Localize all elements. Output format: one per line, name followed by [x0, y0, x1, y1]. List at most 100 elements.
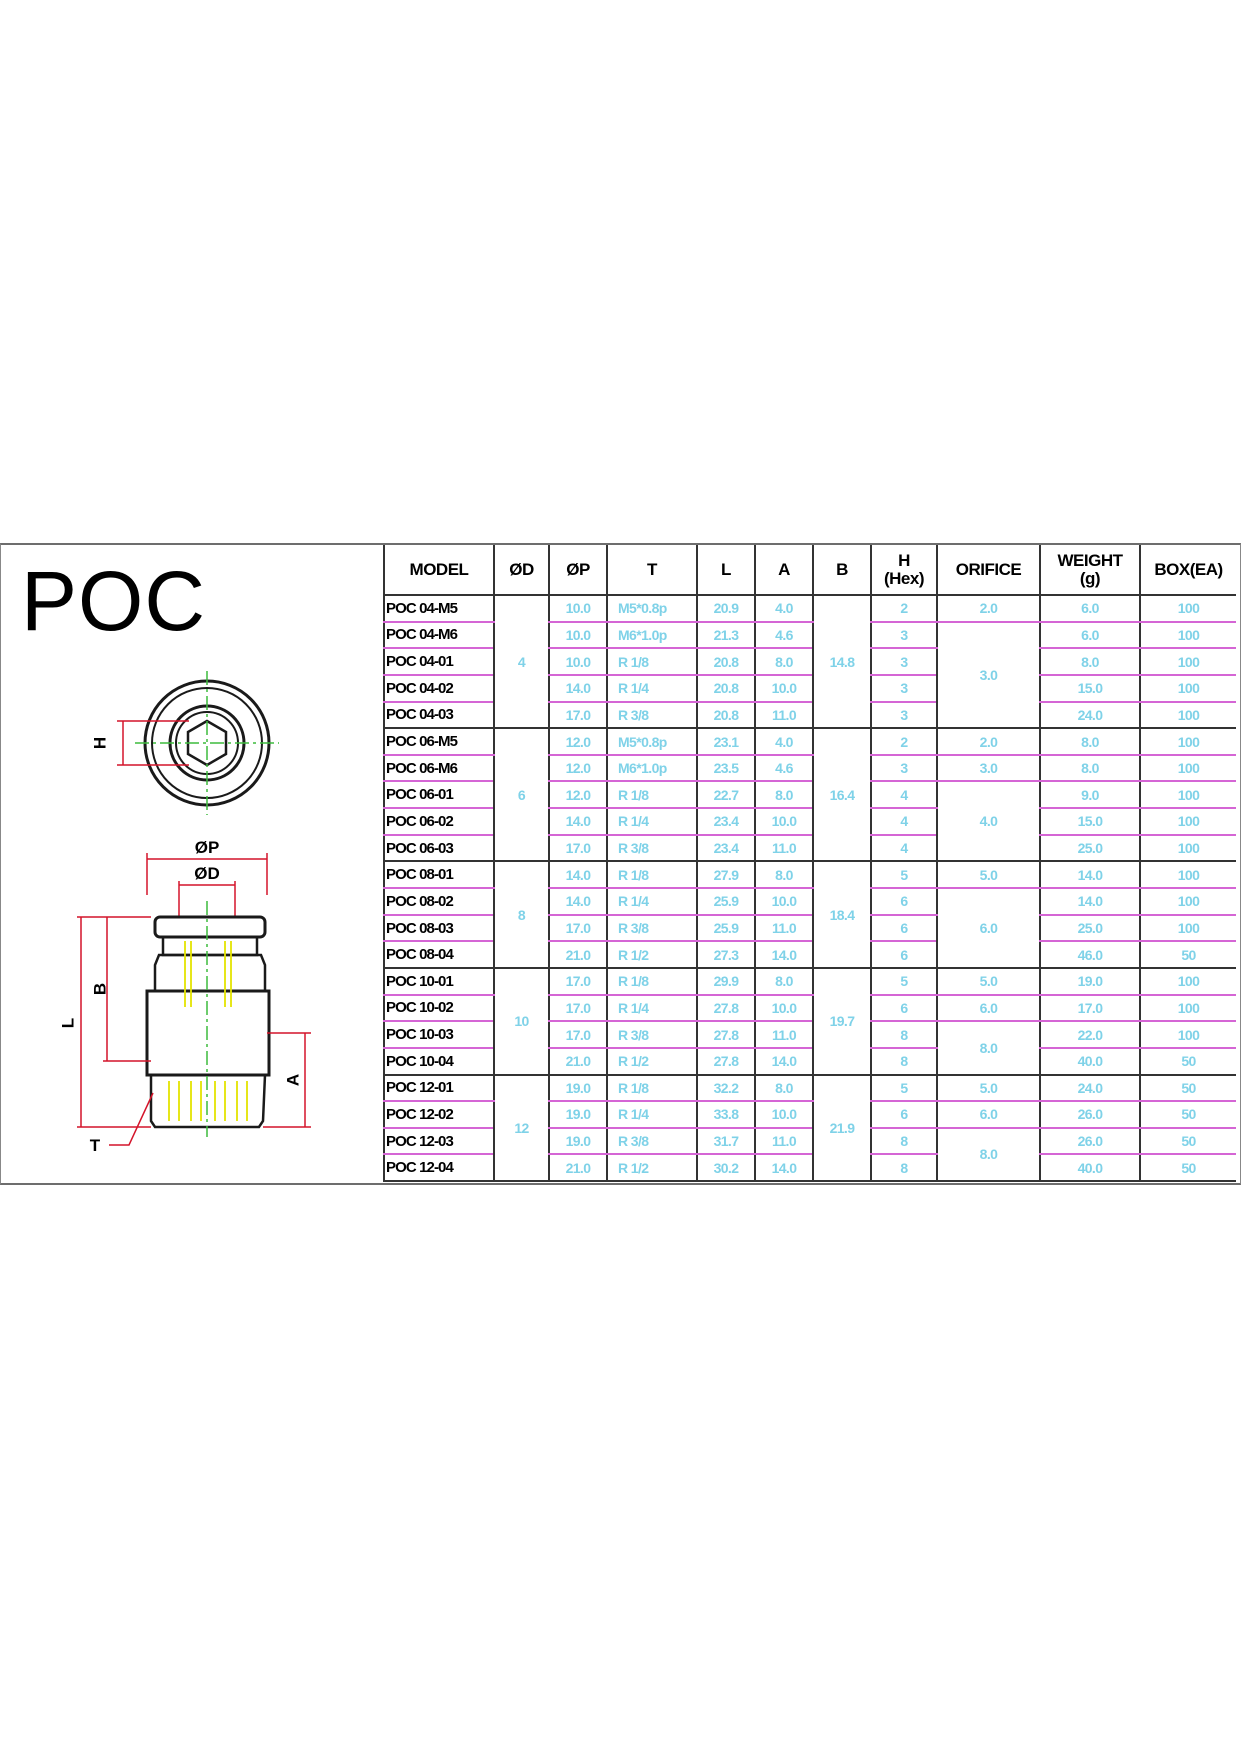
length-cell: 27.8: [696, 1047, 755, 1076]
b-cell: 16.4: [812, 728, 871, 863]
a-cell: 8.0: [754, 967, 813, 996]
box-cell: 50: [1139, 1074, 1236, 1103]
table-row: POC 12-01 12 19.0 R 1/8 32.2 8.0 21.9 5 5.0 24.0 5…: [383, 1074, 1236, 1183]
thread-cell: R 1/4: [606, 808, 697, 836]
thread-lines: [168, 941, 248, 1121]
weight-cell: 14.0: [1039, 888, 1140, 916]
header-box: BOX(EA): [1139, 545, 1236, 596]
thread-cell: M5*0.8p: [606, 728, 697, 756]
header-d: ØD: [493, 545, 549, 596]
box-cell: 100: [1139, 994, 1236, 1023]
p-cell: 17.0: [548, 994, 607, 1023]
model-cell: POC 08-01: [383, 861, 494, 890]
length-cell: 30.2: [696, 1154, 755, 1183]
a-cell: 10.0: [754, 808, 813, 836]
box-cell: 50: [1139, 941, 1236, 969]
hex-cell: 4: [870, 834, 937, 863]
thread-cell: R 1/2: [606, 1154, 697, 1183]
box-cell: 100: [1139, 967, 1236, 996]
a-cell: 8.0: [754, 1074, 813, 1103]
thread-cell: R 1/8: [606, 967, 697, 996]
model-cell: POC 04-01: [383, 648, 494, 676]
thread-cell: M6*1.0p: [606, 621, 697, 650]
table-row: POC 04-01 10.0 R 1/8 20.8 8.0 3 8.0 100: [383, 648, 1236, 676]
header-h: H (Hex): [870, 545, 937, 596]
length-cell: 29.9: [696, 967, 755, 996]
p-cell: 14.0: [548, 861, 607, 890]
length-cell: 27.3: [696, 941, 755, 969]
p-cell: 19.0: [548, 1127, 607, 1156]
p-cell: 17.0: [548, 967, 607, 996]
thread-cell: R 1/8: [606, 1074, 697, 1103]
a-cell: 11.0: [754, 834, 813, 863]
hex-cell: 5: [870, 1074, 937, 1103]
hex-cell: 8: [870, 1021, 937, 1049]
hex-cell: 6: [870, 1101, 937, 1129]
length-cell: 23.4: [696, 834, 755, 863]
length-cell: 20.8: [696, 701, 755, 730]
weight-cell: 26.0: [1039, 1127, 1140, 1156]
drawing-panel: POC H ØP: [1, 545, 383, 1183]
weight-cell: 40.0: [1039, 1047, 1140, 1076]
box-cell: 50: [1139, 1127, 1236, 1156]
weight-cell: 24.0: [1039, 701, 1140, 730]
collet-ring: [168, 704, 246, 782]
length-cell: 23.1: [696, 728, 755, 756]
weight-cell: 40.0: [1039, 1154, 1140, 1183]
table-row: POC 04-M6 10.0 M6*1.0p 21.3 4.6 3 3.0 6.0 100: [383, 621, 1236, 730]
table-row: POC 06-M6 12.0 M6*1.0p 23.5 4.6 3 3.0 8.0 100: [383, 754, 1236, 783]
model-cell: POC 04-M6: [383, 621, 494, 650]
table-row: POC 06-01 12.0 R 1/8 22.7 8.0 4 4.0 9.0 100: [383, 781, 1236, 863]
b-cell: 18.4: [812, 861, 871, 969]
a-cell: 8.0: [754, 861, 813, 890]
p-cell: 14.0: [548, 674, 607, 703]
model-cell: POC 12-04: [383, 1154, 494, 1183]
p-cell: 19.0: [548, 1101, 607, 1129]
box-cell: 100: [1139, 595, 1236, 623]
a-cell: 14.0: [754, 941, 813, 969]
table-row: POC 10-04 21.0 R 1/2 27.8 14.0 8 40.0 50: [383, 1047, 1236, 1076]
hex-cell: 3: [870, 648, 937, 676]
header-l: L: [696, 545, 755, 596]
a-cell: 8.0: [754, 648, 813, 676]
orifice-cell: 2.0: [936, 595, 1040, 623]
table-row: POC 08-02 14.0 R 1/4 25.9 10.0 6 6.0 14.0 100: [383, 888, 1236, 969]
orifice-cell: 4.0: [936, 781, 1040, 863]
length-cell: 20.8: [696, 648, 755, 676]
thread-cell: R 1/4: [606, 994, 697, 1023]
table-row: POC 12-04 21.0 R 1/2 30.2 14.0 8 40.0 50: [383, 1154, 1236, 1183]
thread-cell: R 3/8: [606, 1021, 697, 1049]
thread-cell: R 3/8: [606, 701, 697, 730]
length-cell: 31.7: [696, 1127, 755, 1156]
thread-cell: R 1/4: [606, 888, 697, 916]
orifice-cell: 5.0: [936, 1074, 1040, 1103]
weight-cell: 8.0: [1039, 728, 1140, 756]
p-cell: 19.0: [548, 1074, 607, 1103]
thread-cell: M5*0.8p: [606, 595, 697, 623]
p-cell: 21.0: [548, 1154, 607, 1183]
hex-cell: 4: [870, 781, 937, 810]
orifice-cell: 3.0: [936, 754, 1040, 783]
model-cell: POC 08-03: [383, 914, 494, 943]
table-row: POC 06-M5 6 12.0 M5*0.8p 23.1 4.0 16.4 2 2.0 8.0 1…: [383, 728, 1236, 863]
length-cell: 20.9: [696, 595, 755, 623]
a-cell: 10.0: [754, 888, 813, 916]
tube-od-cell: 6: [493, 728, 549, 863]
model-cell: POC 06-01: [383, 781, 494, 810]
p-cell: 17.0: [548, 914, 607, 943]
orifice-cell: 8.0: [936, 1127, 1040, 1183]
main-body: [145, 989, 271, 1077]
hex-cell: 6: [870, 914, 937, 943]
spec-sheet: POC H ØP: [0, 543, 1241, 1185]
hex-cell: 6: [870, 994, 937, 1023]
weight-cell: 14.0: [1039, 861, 1140, 890]
p-cell: 12.0: [548, 781, 607, 810]
box-cell: 100: [1139, 861, 1236, 890]
length-cell: 33.8: [696, 1101, 755, 1129]
length-cell: 32.2: [696, 1074, 755, 1103]
d-label: ØD: [194, 864, 220, 883]
length-cell: 25.9: [696, 888, 755, 916]
spec-table-body: POC 04-M5 4 10.0 M5*0.8p 20.9 4.0 14.8 2 2.0 6.0 1…: [383, 595, 1236, 1183]
header-h-line2: (Hex): [883, 568, 925, 588]
p-cell: 14.0: [548, 888, 607, 916]
